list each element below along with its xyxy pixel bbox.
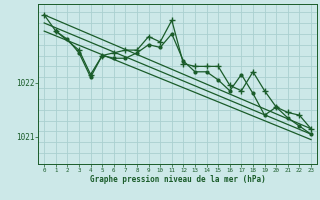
X-axis label: Graphe pression niveau de la mer (hPa): Graphe pression niveau de la mer (hPa) [90, 175, 266, 184]
